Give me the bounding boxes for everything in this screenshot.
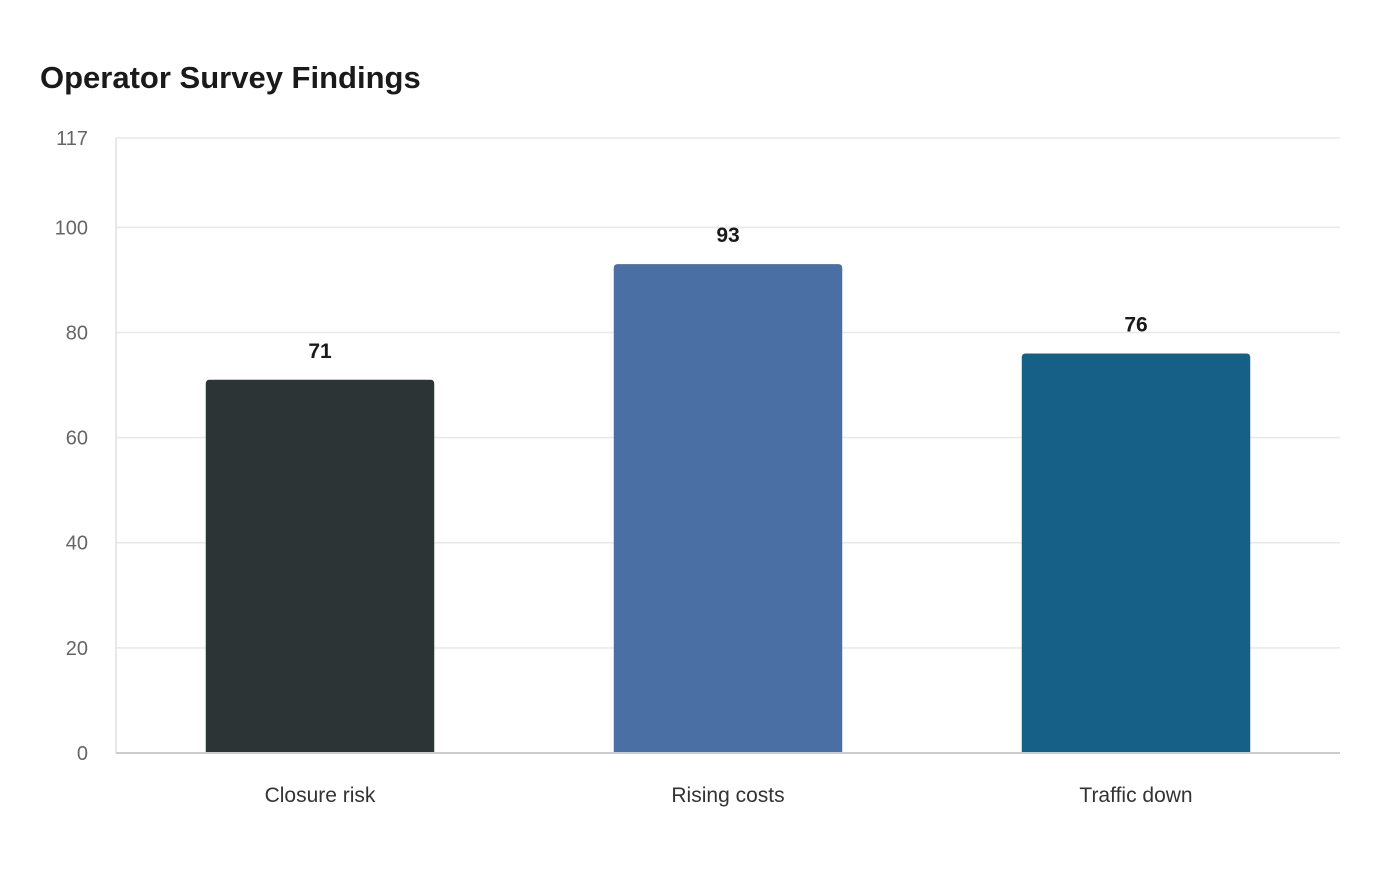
x-tick-label: Traffic down (1079, 784, 1192, 807)
y-tick-label: 117 (56, 128, 88, 150)
y-tick-label: 40 (66, 533, 88, 555)
data-label: 76 (1124, 314, 1147, 337)
bar (1021, 353, 1251, 753)
x-tick-label: Rising costs (671, 784, 784, 807)
y-tick-label: 0 (77, 743, 88, 765)
data-label: 71 (308, 340, 332, 363)
y-tick-label: 100 (55, 217, 88, 239)
data-label: 93 (716, 224, 739, 247)
x-tick-label: Closure risk (265, 784, 376, 807)
bar (613, 264, 843, 753)
y-tick-label: 80 (66, 322, 88, 344)
y-tick-label: 20 (66, 638, 88, 660)
y-tick-label: 60 (66, 428, 88, 450)
chart-title: Operator Survey Findings (40, 60, 421, 95)
bar (205, 379, 435, 753)
